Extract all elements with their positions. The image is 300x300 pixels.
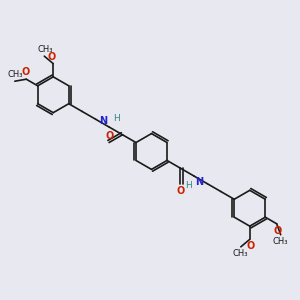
Text: O: O xyxy=(21,68,29,77)
Text: O: O xyxy=(106,131,114,141)
Text: CH₃: CH₃ xyxy=(7,70,22,79)
Text: O: O xyxy=(176,186,184,196)
Text: CH₃: CH₃ xyxy=(273,237,288,246)
Text: CH₃: CH₃ xyxy=(38,45,53,54)
Text: O: O xyxy=(247,242,255,251)
Text: N: N xyxy=(100,116,108,125)
Text: CH₃: CH₃ xyxy=(232,249,248,258)
Text: O: O xyxy=(274,226,282,236)
Text: N: N xyxy=(195,178,203,188)
Text: H: H xyxy=(185,181,191,190)
Text: O: O xyxy=(48,52,56,62)
Text: H: H xyxy=(113,114,120,123)
